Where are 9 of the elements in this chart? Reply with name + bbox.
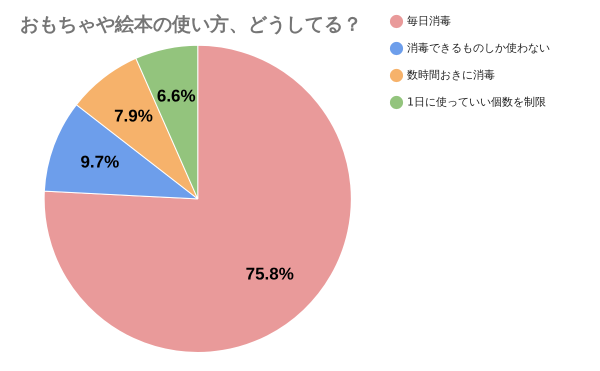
data-label: 9.7% [80,152,120,172]
data-label: 6.6% [156,86,196,106]
legend-label: 毎日消毒 [407,14,451,28]
chart-title: おもちゃや絵本の使い方、どうしてる？ [20,13,362,36]
data-label: 7.9% [114,106,153,126]
legend-label: 消毒できるものしか使わない [407,41,550,54]
legend-label: 1日に使っていい個数を制限 [407,95,546,108]
legend-label: 数時間おきに消毒 [407,68,495,82]
data-label: 75.8% [246,264,294,284]
